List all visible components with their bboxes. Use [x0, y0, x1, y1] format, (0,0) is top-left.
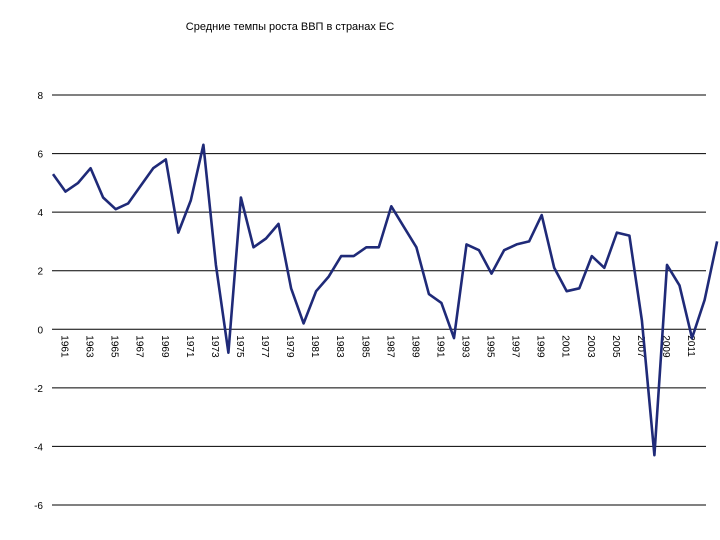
x-tick-label: 1975: [234, 335, 245, 358]
x-tick-label: 1973: [209, 335, 220, 358]
x-tick-label: 1971: [184, 335, 195, 358]
x-tick-label: 1983: [334, 335, 345, 358]
x-tick-label: 2001: [560, 335, 571, 358]
y-axis-tick-labels: 8 6 4 2 0 -2 -4 -6: [34, 91, 43, 512]
x-tick-label: 1965: [109, 335, 120, 358]
y-tick-label: 0: [37, 325, 43, 336]
y-tick-label: 8: [37, 91, 43, 102]
y-tick-label: 4: [37, 208, 43, 219]
y-tick-label: -6: [34, 501, 43, 512]
x-axis-tick-labels: 1961 1963 1965 1967 1969 1971 1973 1975 1977 1979…: [59, 335, 697, 358]
y-tick-label: 2: [37, 267, 43, 278]
x-tick-label: 1967: [134, 335, 145, 358]
y-tick-label: -4: [34, 442, 43, 453]
chart-title: Средние темпы роста ВВП в странах ЕС: [186, 21, 394, 33]
series-line-gdp-growth: [51, 143, 719, 457]
x-tick-label: 2005: [610, 335, 621, 358]
x-tick-label: 2003: [585, 335, 596, 358]
x-tick-label: 1989: [409, 335, 420, 358]
y-tick-label: -2: [34, 384, 43, 395]
x-tick-label: 1969: [159, 335, 170, 358]
x-tick-label: 2009: [660, 335, 671, 358]
x-tick-label: 1999: [535, 335, 546, 358]
x-tick-label: 1997: [510, 335, 521, 358]
x-tick-label: 2007: [635, 335, 646, 358]
x-tick-label: 1979: [284, 335, 295, 358]
x-tick-label: 1995: [485, 335, 496, 358]
x-tick-label: 2011: [685, 335, 696, 357]
y-tick-label: 6: [37, 150, 43, 161]
x-tick-label: 1993: [459, 335, 470, 358]
x-tick-label: 1981: [309, 335, 320, 358]
x-tick-label: 1985: [359, 335, 370, 358]
x-tick-label: 1987: [384, 335, 395, 358]
x-tick-label: 1963: [84, 335, 95, 358]
x-tick-label: 1991: [434, 335, 445, 358]
x-tick-label: 1961: [59, 335, 70, 358]
y-gridlines: [52, 94, 706, 506]
x-tick-label: 1977: [259, 335, 270, 358]
